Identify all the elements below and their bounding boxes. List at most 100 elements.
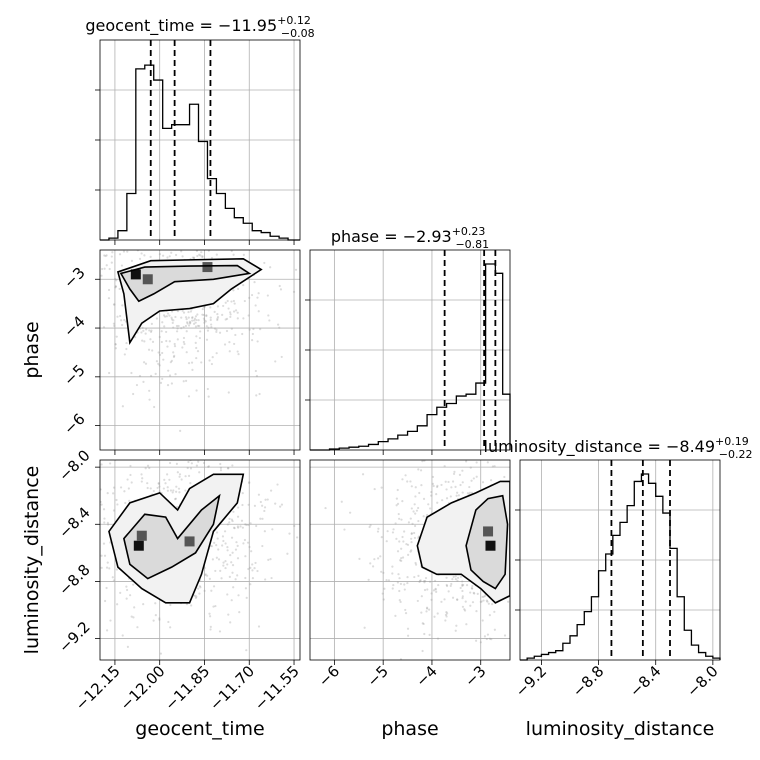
sample-point	[455, 598, 459, 601]
panel-frame	[99, 249, 301, 451]
sample-point	[421, 622, 424, 625]
sample-point	[547, 520, 549, 522]
sample-point	[400, 547, 403, 550]
sample-point	[162, 406, 164, 408]
sample-point	[400, 518, 403, 521]
sample-point	[425, 610, 428, 613]
sample-point	[385, 579, 388, 582]
y-tick-label: −3	[60, 264, 88, 292]
sample-point	[413, 536, 417, 540]
sample-point	[196, 313, 199, 316]
sample-point	[130, 615, 133, 618]
sample-point	[516, 562, 518, 564]
x-tick-label: −8.8	[569, 662, 607, 700]
sample-point	[434, 587, 437, 590]
sample-point	[158, 335, 161, 339]
sample-point	[178, 475, 181, 478]
sample-point	[237, 594, 240, 597]
sample-point	[82, 602, 84, 604]
title-luminosity-distance: luminosity_distance = −8.49+0.19 −0.22	[484, 435, 753, 461]
sample-point	[169, 603, 172, 607]
x-tick-label: −11.85	[161, 662, 213, 714]
sample-point	[391, 587, 394, 590]
sample-point	[229, 311, 232, 314]
sample-point	[208, 244, 210, 246]
sample-point	[409, 517, 412, 520]
sample-point	[237, 506, 240, 509]
sample-point	[461, 481, 464, 484]
sample-point	[546, 578, 548, 580]
sample-point	[454, 485, 457, 488]
sample-point	[174, 373, 177, 376]
sample-point	[476, 431, 478, 433]
sample-point	[221, 544, 224, 547]
sample-point	[461, 580, 464, 583]
sample-point	[188, 233, 190, 235]
sample-point	[112, 303, 116, 306]
sample-point	[88, 162, 90, 164]
sample-point	[207, 216, 209, 218]
sample-point	[199, 586, 202, 589]
sample-point	[121, 323, 124, 327]
sample-point	[481, 481, 485, 484]
sample-point	[471, 601, 475, 604]
sample-point	[386, 530, 389, 533]
sample-point	[425, 606, 429, 609]
sample-point	[179, 429, 182, 432]
y-tick-label: −4	[60, 312, 88, 340]
sample-point	[421, 460, 424, 463]
sample-point	[176, 505, 179, 509]
sample-point	[191, 155, 193, 157]
sample-point	[226, 299, 229, 303]
sample-point	[171, 491, 174, 494]
sample-point	[419, 469, 423, 472]
sample-point	[142, 361, 146, 364]
sample-point	[206, 329, 210, 332]
sample-point	[413, 531, 416, 535]
sample-point	[210, 256, 214, 260]
sample-point	[152, 489, 155, 493]
sample-point	[226, 549, 229, 552]
sample-point	[77, 297, 79, 299]
sample-point	[220, 237, 222, 239]
sample-point	[84, 477, 86, 479]
sample-point	[259, 517, 262, 520]
sample-point	[453, 470, 456, 473]
sample-point	[165, 229, 167, 231]
sample-point	[194, 341, 197, 344]
title-phase: phase = −2.93+0.23 −0.81	[331, 225, 489, 251]
sample-point	[154, 602, 157, 605]
sample-point	[115, 498, 118, 502]
sample-point	[461, 597, 464, 600]
sample-point	[461, 595, 464, 598]
sample-point	[544, 533, 546, 535]
sample-point	[430, 494, 433, 497]
sample-point	[368, 525, 371, 529]
sample-point	[232, 289, 235, 292]
x-tick-label: −11.70	[206, 662, 258, 714]
sample-point	[169, 489, 173, 492]
sample-point	[464, 447, 466, 449]
sample-point	[147, 236, 149, 238]
sample-point	[269, 489, 273, 492]
sample-point	[527, 572, 529, 574]
sample-point	[140, 234, 142, 236]
sample-point	[493, 465, 496, 468]
sample-point	[458, 473, 462, 476]
sample-point	[516, 569, 518, 571]
sample-point	[487, 602, 490, 605]
sample-point	[400, 559, 403, 563]
panel-hist-geocent-time	[95, 39, 301, 245]
sample-point	[146, 464, 150, 467]
sample-point	[200, 251, 203, 254]
sample-point	[435, 493, 438, 496]
sample-point	[121, 405, 124, 408]
sample-point	[177, 487, 181, 490]
histogram-phase	[310, 263, 511, 451]
sample-point	[207, 250, 210, 252]
sample-point	[198, 585, 201, 588]
sample-point	[102, 220, 104, 222]
sample-point	[96, 519, 98, 521]
sample-point	[294, 268, 298, 271]
sample-point	[107, 288, 111, 292]
